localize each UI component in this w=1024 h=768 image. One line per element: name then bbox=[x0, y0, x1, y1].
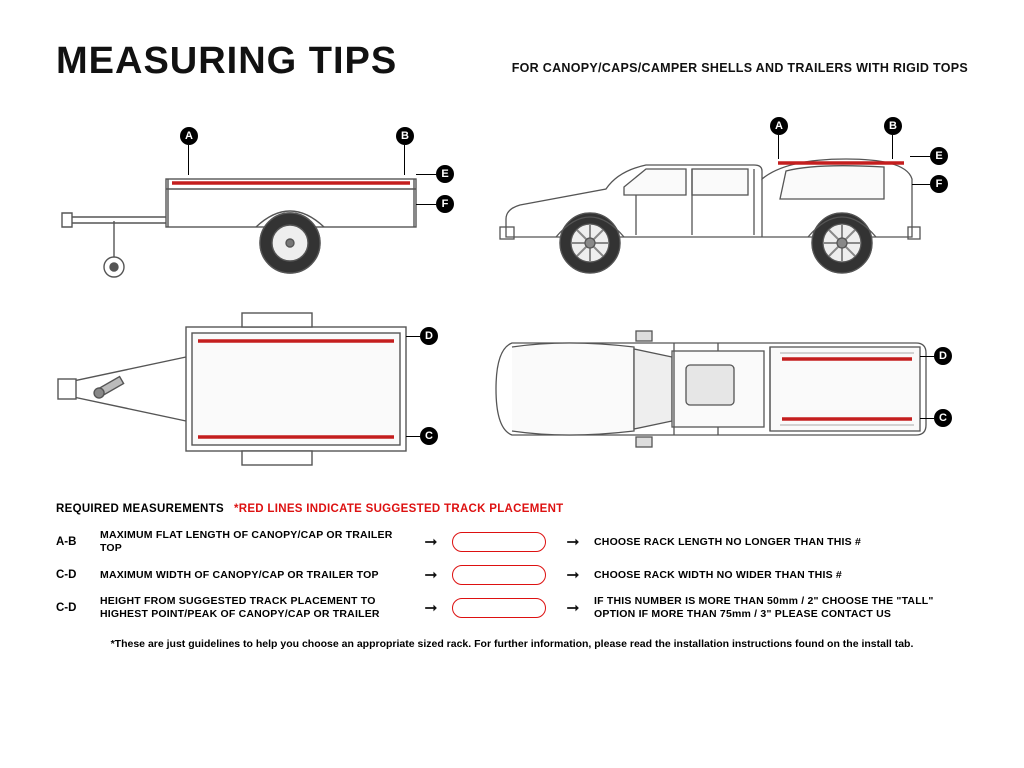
red-lines-note: *RED LINES INDICATE SUGGESTED TRACK PLAC… bbox=[234, 503, 564, 515]
page-subtitle: FOR CANOPY/CAPS/CAMPER SHELLS AND TRAILE… bbox=[512, 61, 968, 83]
arrow-icon: ➞ bbox=[558, 532, 588, 552]
diagram-grid: A B E F bbox=[56, 109, 968, 479]
required-measurements-header: REQUIRED MEASUREMENTS *RED LINES INDICAT… bbox=[56, 503, 968, 515]
row-result: CHOOSE RACK WIDTH NO WIDER THAN THIS # bbox=[594, 569, 974, 582]
arrow-icon: ➞ bbox=[558, 565, 588, 585]
input-pill[interactable] bbox=[452, 532, 546, 552]
measure-row: A-B MAXIMUM FLAT LENGTH OF CANOPY/CAP OR… bbox=[56, 529, 968, 555]
row-code: C-D bbox=[56, 602, 94, 614]
measure-row: C-D MAXIMUM WIDTH OF CANOPY/CAP OR TRAIL… bbox=[56, 565, 968, 585]
callout-c: C bbox=[420, 427, 438, 445]
input-pill[interactable] bbox=[452, 598, 546, 618]
truck-top-view: D C bbox=[486, 299, 956, 479]
callout-f: F bbox=[436, 195, 454, 213]
callout-a: A bbox=[180, 127, 198, 145]
required-label: REQUIRED MEASUREMENTS bbox=[56, 503, 224, 515]
row-desc: HEIGHT FROM SUGGESTED TRACK PLACEMENT TO… bbox=[100, 595, 410, 621]
callout-d: D bbox=[420, 327, 438, 345]
truck-side-view: A B E F bbox=[486, 109, 956, 289]
callout-a: A bbox=[770, 117, 788, 135]
row-code: C-D bbox=[56, 569, 94, 581]
row-result: CHOOSE RACK LENGTH NO LONGER THAN THIS # bbox=[594, 536, 974, 549]
arrow-icon: ➞ bbox=[416, 532, 446, 552]
callout-e: E bbox=[436, 165, 454, 183]
callout-e: E bbox=[930, 147, 948, 165]
page-title: MEASURING TIPS bbox=[56, 40, 397, 83]
callout-b: B bbox=[396, 127, 414, 145]
callout-c: C bbox=[934, 409, 952, 427]
arrow-icon: ➞ bbox=[558, 598, 588, 618]
measurement-rows: A-B MAXIMUM FLAT LENGTH OF CANOPY/CAP OR… bbox=[56, 529, 968, 622]
row-result: IF THIS NUMBER IS MORE THAN 50mm / 2" CH… bbox=[594, 595, 974, 621]
callout-b: B bbox=[884, 117, 902, 135]
row-code: A-B bbox=[56, 536, 94, 548]
input-pill[interactable] bbox=[452, 565, 546, 585]
trailer-top-view: D C bbox=[56, 299, 456, 479]
footnote: *These are just guidelines to help you c… bbox=[56, 638, 968, 650]
arrow-icon: ➞ bbox=[416, 565, 446, 585]
row-desc: MAXIMUM FLAT LENGTH OF CANOPY/CAP OR TRA… bbox=[100, 529, 410, 555]
row-desc: MAXIMUM WIDTH OF CANOPY/CAP OR TRAILER T… bbox=[100, 569, 410, 582]
trailer-side-view: A B E F bbox=[56, 109, 456, 289]
measure-row: C-D HEIGHT FROM SUGGESTED TRACK PLACEMEN… bbox=[56, 595, 968, 621]
arrow-icon: ➞ bbox=[416, 598, 446, 618]
callout-d: D bbox=[934, 347, 952, 365]
callout-f: F bbox=[930, 175, 948, 193]
